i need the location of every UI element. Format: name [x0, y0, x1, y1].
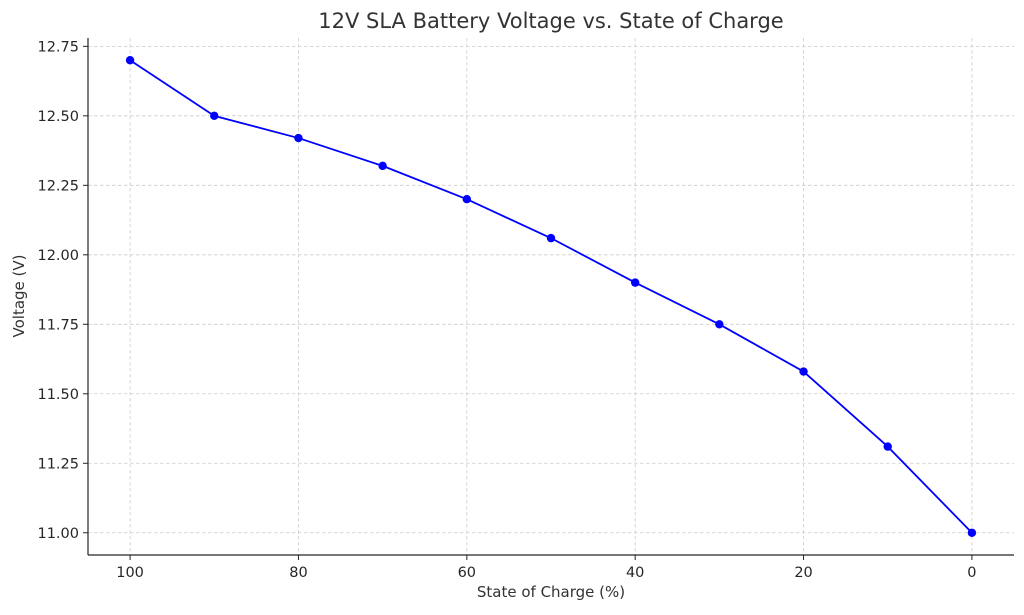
- tick-labels: 100 80 60 40 20 0 11.00 11.25 11.50 11.75 12.00 12.…: [37, 39, 976, 581]
- y-tick-label: 12.00: [37, 248, 79, 264]
- y-tick-label: 11.00: [37, 526, 79, 542]
- y-tick-label: 11.50: [37, 387, 79, 403]
- y-tick-label: 11.75: [37, 317, 79, 333]
- data-point: [715, 320, 724, 329]
- data-point: [294, 133, 303, 143]
- axes: [83, 38, 1014, 560]
- data-point: [883, 442, 892, 451]
- x-tick-label: 20: [794, 565, 812, 581]
- x-tick-label: 100: [116, 565, 144, 581]
- data-point: [799, 367, 808, 376]
- x-tick-label: 60: [458, 565, 476, 581]
- y-tick-label: 11.25: [37, 456, 79, 472]
- x-axis-label: State of Charge (%): [477, 583, 625, 601]
- data-point: [967, 528, 977, 537]
- y-tick-label: 12.50: [37, 109, 79, 125]
- data-point: [546, 233, 556, 243]
- x-tick-label: 0: [967, 565, 976, 581]
- data-point: [378, 161, 387, 171]
- y-tick-label: 12.25: [37, 178, 79, 194]
- data-point: [210, 111, 219, 121]
- data-point: [462, 195, 472, 204]
- x-tick-label: 80: [289, 565, 307, 581]
- series-line: [129, 59, 973, 534]
- y-tick-label: 12.75: [37, 39, 79, 55]
- series-layer: [125, 56, 977, 537]
- grid: [88, 38, 1014, 555]
- x-tick-label: 40: [626, 565, 644, 581]
- y-axis-label: Voltage (V): [10, 255, 28, 338]
- data-point: [125, 56, 135, 65]
- chart-title: 12V SLA Battery Voltage vs. State of Cha…: [318, 9, 783, 33]
- data-point: [630, 278, 640, 287]
